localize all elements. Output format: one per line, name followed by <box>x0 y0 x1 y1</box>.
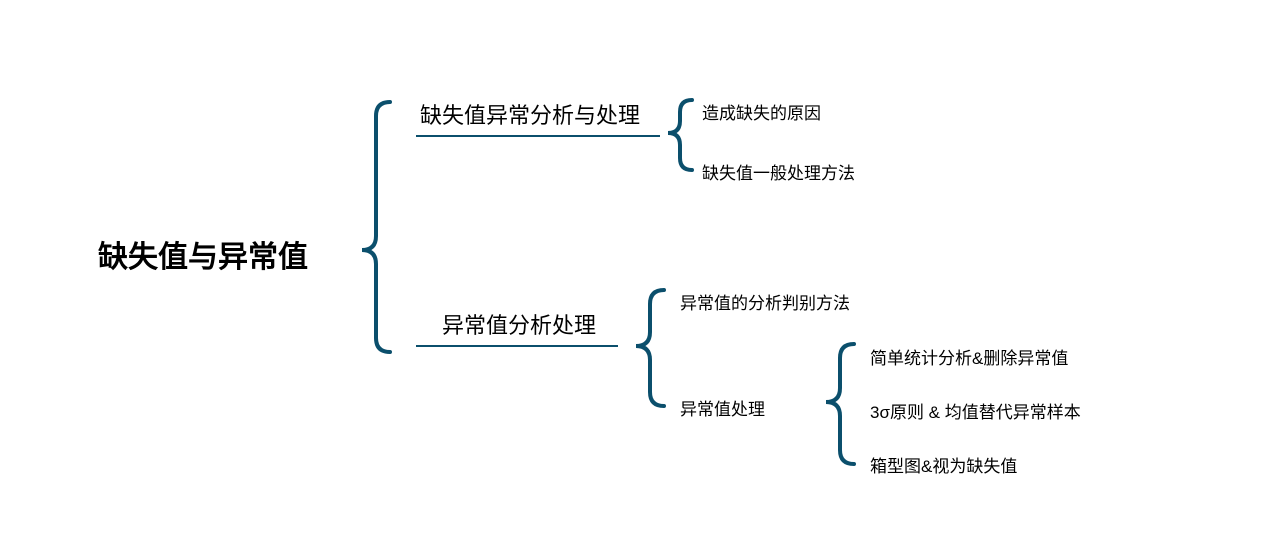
leaf-outlier-handle: 异常值处理 <box>680 395 765 420</box>
branch-missing-value-underline <box>416 135 660 137</box>
leaf-simple-stats: 简单统计分析&删除异常值 <box>870 344 1068 369</box>
leaf-missing-method: 缺失值一般处理方法 <box>702 159 855 184</box>
branch-missing-value: 缺失值异常分析与处理 <box>420 98 640 130</box>
leaf-boxplot: 箱型图&视为缺失值 <box>870 452 1017 477</box>
branch-outlier-underline <box>416 345 618 347</box>
bracket-branch1 <box>668 98 692 176</box>
bracket-branch2 <box>636 288 664 412</box>
bracket-outlier-handle <box>826 342 854 470</box>
leaf-outlier-analysis: 异常值的分析判别方法 <box>680 289 850 314</box>
leaf-3sigma: 3σ原则 & 均值替代异常样本 <box>870 398 1081 423</box>
leaf-missing-cause: 造成缺失的原因 <box>702 99 821 124</box>
branch-outlier: 异常值分析处理 <box>442 308 596 340</box>
mindmap-root: 缺失值与异常值 <box>98 232 308 276</box>
bracket-root <box>350 100 390 358</box>
